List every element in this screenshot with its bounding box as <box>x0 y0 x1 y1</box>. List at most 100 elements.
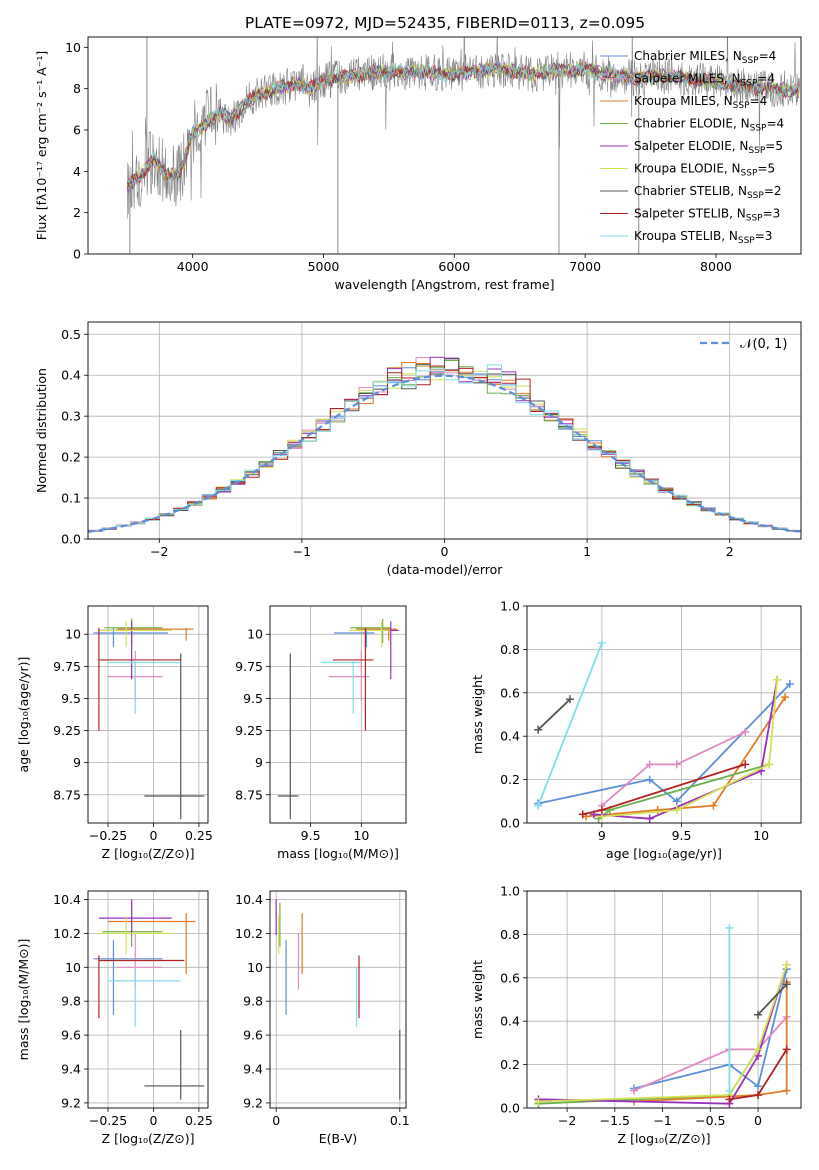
normal-distribution-curve <box>88 374 801 533</box>
ssp-marker <box>782 1086 791 1095</box>
y-tick-label: 0.3 <box>61 409 81 424</box>
ssp-marker <box>566 695 575 704</box>
legend-label-prefix: Chabrier MILES, N <box>634 49 742 63</box>
axes-frame <box>87 321 802 540</box>
y-tick-label: 9.4 <box>61 1062 81 1077</box>
y-tick-label: 1.0 <box>500 599 520 614</box>
mass-weight-line <box>601 679 778 818</box>
mass-weight-line <box>538 964 788 1103</box>
legend-label-prefix: Salpeter STELIB, N <box>634 207 746 221</box>
legend-label-sub: SSP <box>738 236 755 246</box>
x-axis-label: Z [log₁₀(Z/Z⊙)] <box>102 846 195 861</box>
y-tick-label: 2 <box>73 205 81 220</box>
x-tick-label: 0 <box>149 1113 157 1128</box>
x-tick-label: 9 <box>598 828 606 843</box>
ssp-marker <box>785 680 794 689</box>
y-tick-label: 9.8 <box>61 994 81 1009</box>
mass-vs-metallicity-panel: −0.25 0 0.25 9.2 9.4 9.6 9.8 10 10.2 10.4 Z [log₁₀… <box>16 890 213 1146</box>
x-axis-label: wavelength [Angstrom, rest frame] <box>334 277 554 292</box>
weight-vs-age-panel: 9 9.5 10 0.0 0.2 0.4 0.6 0.8 1.0 age [log₁₀(age/y… <box>470 599 802 861</box>
ssp-marker <box>782 1045 791 1054</box>
x-tick-label: 4000 <box>177 259 209 274</box>
axes-frame <box>269 605 407 824</box>
axes-frame <box>526 890 802 1109</box>
plot-area <box>93 618 205 820</box>
axes-frame <box>87 605 209 824</box>
ssp-marker <box>672 805 681 814</box>
legend-label-suffix: =2 <box>764 184 782 198</box>
mass-weight-line <box>601 731 746 807</box>
y-tick-label: 0.0 <box>61 532 81 547</box>
y-tick-label: 6 <box>73 123 81 138</box>
legend-label-suffix: =4 <box>757 72 775 86</box>
ssp-marker <box>773 675 782 684</box>
plot-area <box>534 638 794 823</box>
y-tick-label: 0.6 <box>500 970 520 985</box>
y-tick-label: 9.25 <box>53 723 81 738</box>
x-tick-label: 0 <box>149 828 157 843</box>
axes-frame <box>269 890 407 1109</box>
y-axis-label: Flux [fλ10⁻¹⁷ erg cm⁻² s⁻¹ A⁻¹] <box>34 51 49 240</box>
ssp-marker <box>754 1045 763 1054</box>
mass-weight-line <box>757 983 788 1016</box>
model-spectrum-line <box>126 61 800 194</box>
y-tick-label: 0.8 <box>500 642 520 657</box>
legend-label-prefix: Kroupa STELIB, N <box>634 229 738 243</box>
axes-frame <box>87 36 802 255</box>
legend-label-suffix: =4 <box>750 94 768 108</box>
y-tick-label: 9.25 <box>235 723 263 738</box>
legend-label-suffix: =3 <box>755 229 773 243</box>
legend-label-sub: SSP <box>741 79 758 89</box>
y-tick-label: 0.6 <box>500 685 520 700</box>
y-tick-label: 9.75 <box>53 659 81 674</box>
x-tick-label: 8000 <box>700 259 732 274</box>
x-axis-label: Z [log₁₀(Z/Z⊙)] <box>618 1131 711 1146</box>
x-tick-label: 9.5 <box>301 828 321 843</box>
mass-weight-line <box>633 968 788 1090</box>
y-tick-label: 10 <box>65 40 81 55</box>
y-axis-label: mass weight <box>470 675 485 754</box>
ssp-marker <box>725 923 734 932</box>
legend-label-prefix: Salpeter MILES, N <box>634 72 741 86</box>
y-tick-label: 9.6 <box>243 1028 263 1043</box>
x-tick-label: 5000 <box>308 259 340 274</box>
y-axis-label: mass [log₁₀(M/M⊙)] <box>16 939 31 1061</box>
mass-weight-line <box>538 683 791 805</box>
ssp-marker <box>781 693 790 702</box>
x-tick-label: 0.1 <box>390 1113 410 1128</box>
plot-area <box>534 923 791 1108</box>
y-axis-label: age [log₁₀(age/yr)] <box>16 657 31 773</box>
x-tick-label: 10 <box>753 828 769 843</box>
ssp-marker <box>741 727 750 736</box>
ssp-marker <box>782 960 791 969</box>
legend-label-prefix: Salpeter ELODIE, N <box>634 139 748 153</box>
mass-weight-line <box>538 964 788 1105</box>
y-tick-label: 9 <box>255 755 263 770</box>
figure-title: PLATE=0972, MJD=52435, FIBERID=0113, z=0… <box>245 14 645 32</box>
legend-label-suffix: =4 <box>759 49 777 63</box>
y-tick-label: 10.2 <box>53 926 81 941</box>
ssp-marker <box>672 760 681 769</box>
x-tick-label: −2 <box>558 1113 576 1128</box>
axes-frame <box>526 605 802 824</box>
y-tick-label: 10.4 <box>235 892 263 907</box>
legend-label-sub: SSP <box>750 124 767 134</box>
ssp-marker <box>782 980 791 989</box>
y-tick-label: 10 <box>65 627 81 642</box>
y-tick-label: 0.0 <box>500 1101 520 1116</box>
y-tick-label: 0.4 <box>500 729 520 744</box>
legend-label-sub: SSP <box>747 191 764 201</box>
y-tick-label: 9.6 <box>61 1028 81 1043</box>
y-tick-label: 10.2 <box>235 926 263 941</box>
y-axis-label: Normed distribution <box>34 368 49 493</box>
y-tick-label: 0.4 <box>61 368 81 383</box>
y-tick-label: 8 <box>73 81 81 96</box>
age-vs-metallicity-panel: −0.25 0 0.25 8.75 9 9.25 9.5 9.75 10 Z [log₁₀(Z/Z… <box>16 605 213 861</box>
x-tick-label: 6000 <box>438 259 470 274</box>
ssp-marker <box>754 1082 763 1091</box>
y-tick-label: 8.75 <box>53 787 81 802</box>
mass-weight-line <box>537 642 603 806</box>
legend-label-prefix: Kroupa ELODIE, N <box>634 162 741 176</box>
ssp-marker <box>653 805 662 814</box>
plot-area <box>275 899 401 1100</box>
